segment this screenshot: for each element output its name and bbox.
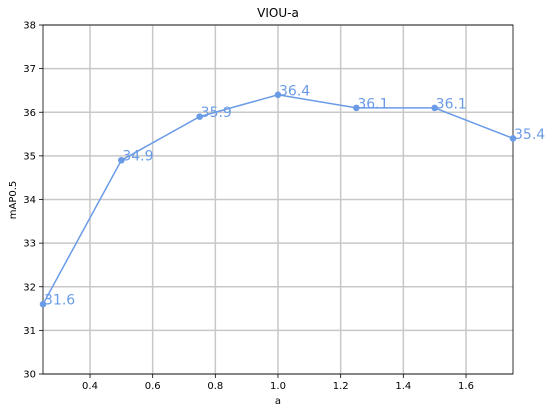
y-tick-label: 35 — [23, 151, 36, 162]
data-point — [353, 104, 360, 112]
y-axis-title: mAP0.5 — [8, 181, 19, 220]
x-tick-label: 0.4 — [82, 381, 98, 392]
x-tick-label: 1.0 — [270, 381, 286, 392]
grid — [43, 24, 513, 375]
x-tick-label: 1.2 — [333, 381, 349, 392]
data-label: 34.9 — [122, 149, 153, 165]
chart-title: VIOU-a — [257, 6, 299, 20]
data-point — [274, 91, 282, 99]
y-tick-label: 30 — [23, 370, 36, 381]
data-label: 31.6 — [44, 293, 75, 309]
data-point — [39, 300, 47, 308]
x-axis: 0.4 0.6 0.8 1.0 1.2 1.4 1.6 — [82, 374, 474, 392]
data-label: 35.9 — [201, 105, 232, 121]
data-label: 36.4 — [279, 83, 310, 99]
x-tick-label: 1.4 — [395, 381, 411, 392]
data-label: 35.4 — [514, 127, 545, 143]
data-point — [196, 113, 203, 120]
x-tick-label: 0.8 — [207, 381, 223, 392]
x-tick-label: 1.6 — [458, 381, 474, 392]
x-tick-label: 0.6 — [145, 381, 161, 392]
y-tick-label: 32 — [23, 282, 36, 293]
y-axis: 30 31 32 33 34 35 36 37 38 — [23, 21, 43, 381]
y-tick-label: 31 — [23, 326, 36, 337]
y-tick-label: 38 — [23, 21, 36, 32]
data-label: 36.1 — [357, 96, 388, 112]
data-point — [509, 135, 517, 142]
data-point — [118, 156, 125, 164]
y-tick-label: 37 — [23, 64, 36, 75]
data-label: 36.1 — [436, 96, 467, 112]
x-axis-title: a — [275, 396, 281, 407]
y-tick-label: 34 — [23, 195, 36, 206]
series-group: 31.6 34.9 35.9 36.4 36.1 36.1 35.4 — [39, 83, 545, 309]
data-point — [431, 104, 438, 112]
y-tick-label: 36 — [23, 108, 36, 119]
y-tick-label: 33 — [23, 239, 36, 250]
